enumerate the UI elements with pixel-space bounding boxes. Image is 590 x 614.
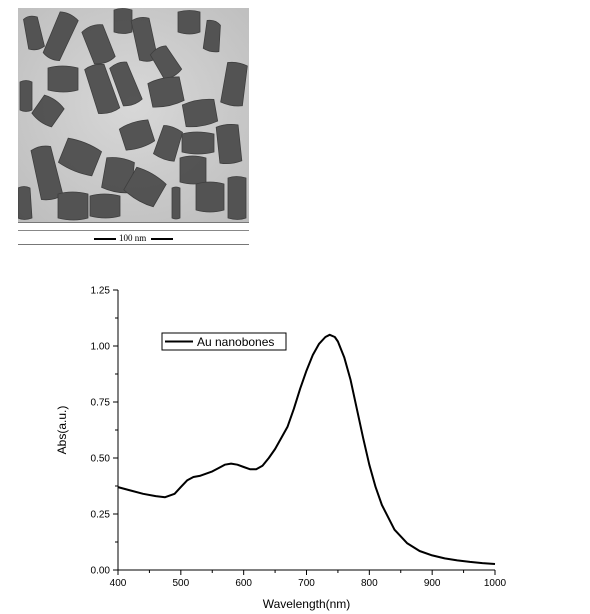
x-tick-label: 1000 [484, 578, 507, 589]
scale-bar-left [94, 238, 116, 240]
y-tick-label: 0.00 [91, 566, 111, 577]
nanobone-particles [18, 8, 249, 222]
y-tick-label: 1.25 [91, 286, 111, 297]
y-tick-label: 0.25 [91, 510, 111, 521]
series-line-au-nanobones [117, 333, 496, 565]
absorbance-chart: 400 500 600 700 800 900 1000 0.00 0.25 0.50 0.75 1.… [55, 286, 507, 612]
x-tick-label: 700 [298, 578, 315, 589]
tem-micrograph-image [18, 8, 249, 222]
tem-micrograph-panel: 100 nm [18, 8, 249, 245]
x-tick-label: 900 [424, 578, 441, 589]
legend-box [161, 332, 287, 351]
x-tick-label: 800 [361, 578, 378, 589]
scale-bar-label: 100 nm [118, 233, 148, 243]
scale-bar-right [151, 238, 173, 240]
y-tick-label: 0.75 [91, 398, 111, 409]
scale-strip-divider [18, 230, 249, 231]
x-tick-label: 600 [235, 578, 252, 589]
scale-bar-strip: 100 nm [18, 222, 249, 245]
x-tick-label: 500 [172, 578, 189, 589]
y-tick-label: 1.00 [91, 342, 111, 353]
legend: Au nanobones [161, 332, 287, 351]
legend-label-au-nanobones: Au nanobones [197, 335, 274, 349]
x-tick-label: 400 [110, 578, 127, 589]
x-axis-title: Wavelength(nm) [263, 597, 351, 611]
series-layer [117, 333, 496, 565]
chart-ticks: 400 500 600 700 800 900 1000 0.00 0.25 0.50 0.75 1.… [91, 286, 507, 590]
y-axis-title: Abs(a.u.) [55, 406, 69, 455]
y-tick-label: 0.50 [91, 454, 111, 465]
chart-axes [117, 290, 495, 571]
